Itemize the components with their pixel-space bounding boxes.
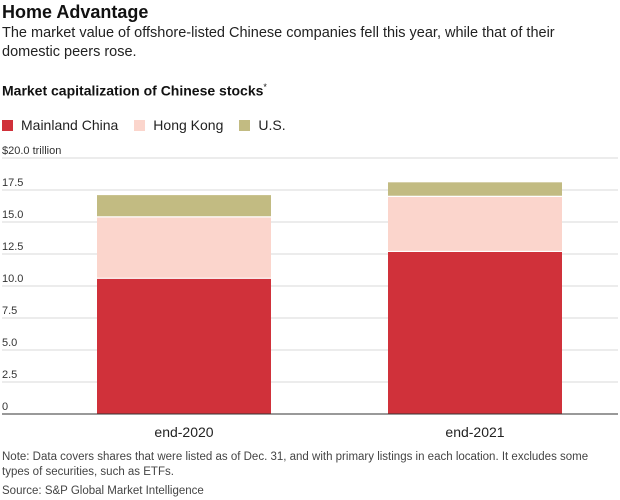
legend-label-us: U.S. (258, 117, 286, 133)
chart-title: Market capitalization of Chinese stocks* (2, 82, 267, 99)
bar-segment-mainland (97, 278, 271, 414)
bar-segment-us (97, 195, 271, 217)
legend-item-mainland: Mainland China (2, 117, 118, 133)
bar-segment-hongkong (388, 196, 562, 252)
legend-item-hongkong: Hong Kong (134, 117, 223, 133)
y-tick-label: 7.5 (2, 305, 17, 317)
chart-source: Source: S&P Global Market Intelligence (2, 485, 204, 497)
chart-note: Note: Data covers shares that were liste… (2, 451, 589, 478)
stacked-bar-chart: $20.0 trillion 17.5 15.0 12.5 10.0 7.5 5.0 2.5 0… (2, 145, 618, 440)
legend-label-mainland: Mainland China (21, 117, 119, 133)
y-tick-label: 2.5 (2, 369, 17, 381)
y-tick-label: 0 (2, 401, 8, 413)
legend-swatch-us (239, 119, 251, 131)
legend-item-us: U.S. (239, 117, 286, 133)
y-tick-label: 10.0 (2, 273, 23, 285)
legend-label-hongkong: Hong Kong (153, 117, 224, 133)
y-tick-label: 17.5 (2, 177, 23, 189)
y-tick-label: 15.0 (2, 209, 23, 221)
legend: Mainland China Hong Kong U.S. (2, 117, 302, 133)
chart-title-text: Market capitalization of Chinese stocks (2, 82, 264, 99)
chart-title-footnote-mark: * (263, 82, 267, 92)
x-category-label: end-2021 (445, 424, 504, 440)
y-tick-label: 5.0 (2, 337, 17, 349)
bar-segment-us (388, 182, 562, 197)
y-tick-label: $20.0 trillion (2, 145, 61, 157)
legend-swatch-mainland (2, 119, 13, 131)
chart-subtitle: The market value of offshore-listed Chin… (2, 25, 555, 60)
legend-swatch-hongkong (134, 119, 146, 131)
x-category-label: end-2020 (154, 424, 213, 440)
chart-headline: Home Advantage (2, 2, 149, 22)
y-tick-label: 12.5 (2, 241, 23, 253)
bar-segment-hongkong (97, 216, 271, 279)
bar-segment-mainland (388, 251, 562, 414)
